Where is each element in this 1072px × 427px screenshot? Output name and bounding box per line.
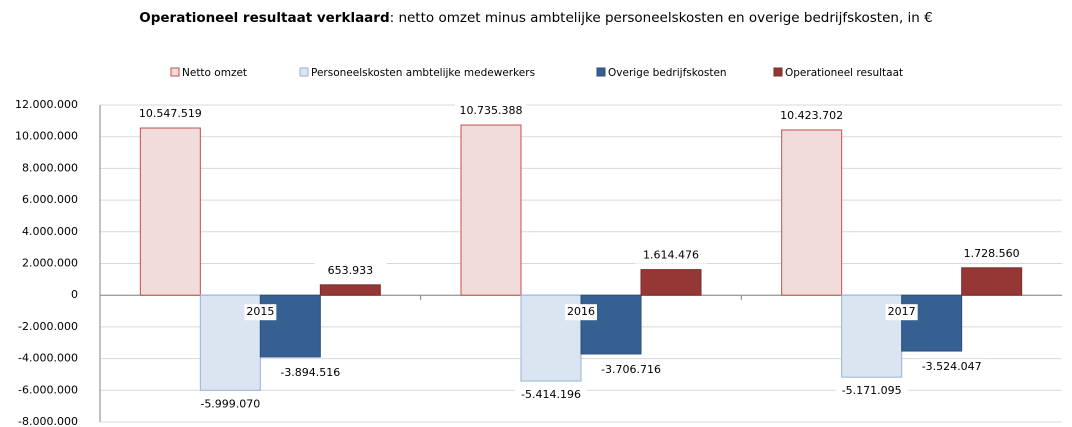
y-tick-label: 0 <box>71 288 78 301</box>
y-tick-label: 2.000.000 <box>22 257 78 270</box>
value-label: 1.728.560 <box>964 247 1020 260</box>
value-label-bg <box>835 383 908 400</box>
category-label-bg <box>244 304 277 321</box>
legend-label: Netto omzet <box>182 67 247 79</box>
title-bold: Operationeel resultaat verklaard <box>139 10 389 26</box>
bar <box>901 294 963 352</box>
value-label: -5.414.196 <box>521 388 581 401</box>
legend-label: Personeelskosten ambtelijke medewerkers <box>311 67 535 79</box>
value-label-bg <box>915 359 988 376</box>
legend-swatch <box>170 67 180 77</box>
y-tick-label: -6.000.000 <box>18 383 78 396</box>
y-tick-label: 8.000.000 <box>22 161 78 174</box>
value-label-bg <box>515 387 587 404</box>
bar <box>139 127 201 296</box>
value-label: -5.171.095 <box>842 384 902 397</box>
bar <box>961 267 1023 296</box>
bar <box>781 129 843 296</box>
value-label: -3.894.516 <box>280 366 340 379</box>
value-label: 10.735.388 <box>460 104 523 117</box>
y-tick-label: 6.000.000 <box>22 193 78 206</box>
value-label-bg <box>455 103 527 120</box>
x-tick-label: 2015 <box>246 305 274 318</box>
value-label-bg <box>134 106 207 123</box>
x-tick-label: 2017 <box>888 305 916 318</box>
value-label: 10.547.519 <box>139 107 202 120</box>
legend-swatch <box>773 67 783 77</box>
value-label-bg <box>274 364 347 381</box>
value-label-bg <box>314 262 387 279</box>
bar <box>319 284 381 296</box>
legend-label: Operationeel resultaat <box>785 67 903 79</box>
value-label-bg <box>775 107 848 124</box>
chart-title: Operationeel resultaat verklaard: netto … <box>139 10 932 26</box>
value-label-bg <box>194 396 267 413</box>
legend-swatch <box>596 67 606 77</box>
value-label: 10.423.702 <box>780 109 843 122</box>
category-label-bg <box>885 304 918 321</box>
category-label-bg <box>565 304 597 321</box>
value-label: -5.999.070 <box>200 397 260 410</box>
legend-swatch <box>299 67 309 77</box>
bar <box>460 124 522 296</box>
bar <box>640 269 702 296</box>
value-label-bg <box>955 245 1028 262</box>
value-label-bg <box>635 247 707 264</box>
y-tick-label: 10.000.000 <box>15 130 78 143</box>
x-tick-label: 2016 <box>567 305 595 318</box>
value-label: -3.706.716 <box>601 363 661 376</box>
y-tick-label: 12.000.000 <box>15 98 78 111</box>
title-rest: : netto omzet minus ambtelijke personeel… <box>390 10 933 26</box>
legend-label: Overige bedrijfskosten <box>608 67 727 79</box>
value-label: 1.614.476 <box>643 249 699 262</box>
value-label: 653.933 <box>328 264 374 277</box>
y-tick-label: -2.000.000 <box>18 320 78 333</box>
bar <box>580 294 642 355</box>
value-label-bg <box>595 361 667 378</box>
value-label: -3.524.047 <box>922 360 982 373</box>
y-tick-label: -4.000.000 <box>18 352 78 365</box>
y-tick-label: -8.000.000 <box>18 415 78 427</box>
y-tick-label: 4.000.000 <box>22 225 78 238</box>
